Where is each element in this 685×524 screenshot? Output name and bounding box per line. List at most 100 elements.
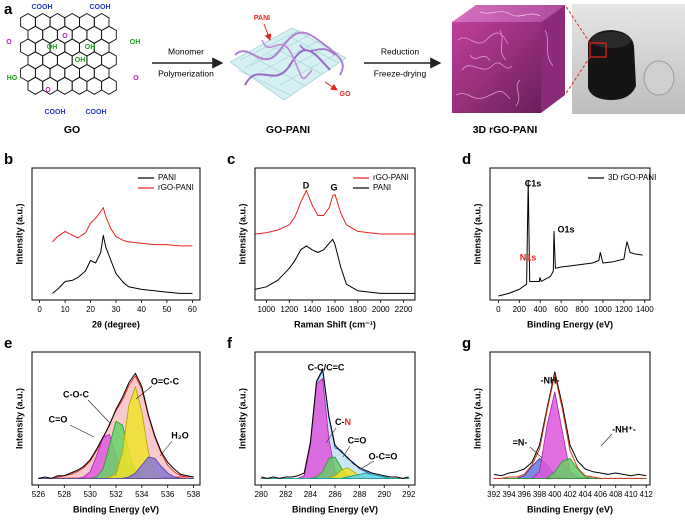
panel-label: d	[462, 151, 471, 168]
line	[255, 189, 415, 235]
x-tick-label: 536	[161, 490, 175, 499]
line	[261, 368, 409, 479]
component-label: C=O	[348, 435, 367, 445]
x-tick-label: 406	[594, 490, 608, 499]
x-tick-label: 526	[32, 490, 46, 499]
y-axis-label: Intensity (a.u.)	[237, 203, 247, 264]
legend-label: PANI	[373, 183, 391, 192]
x-tick-label: 284	[304, 490, 318, 499]
x-tick-label: 2000	[372, 305, 390, 314]
frame	[31, 351, 201, 486]
y-axis-label: Intensity (a.u.)	[472, 203, 482, 264]
x-tick-label: 412	[640, 490, 654, 499]
x-axis-label: Raman Shift (cm⁻¹)	[294, 319, 376, 329]
leader	[87, 399, 111, 424]
x-tick-label: 1800	[349, 305, 367, 314]
leader	[325, 427, 337, 444]
leader	[135, 385, 153, 400]
chem-group: HO	[7, 75, 18, 82]
chem-group: OH	[85, 44, 96, 51]
frame	[254, 167, 416, 301]
legend-label: rGO-PANI	[373, 173, 409, 182]
x-tick-label: 1200	[280, 305, 298, 314]
x-tick-label: 402	[563, 490, 577, 499]
x-tick-label: 286	[328, 490, 342, 499]
annotation: G	[330, 182, 337, 192]
x-tick-label: 20	[86, 305, 95, 314]
frame	[489, 351, 651, 486]
legend-label: PANI	[158, 173, 176, 182]
x-axis-label: Binding Energy (eV)	[73, 504, 159, 514]
panel-label: c	[227, 151, 235, 168]
x-tick-label: 30	[112, 305, 121, 314]
frame	[31, 167, 201, 301]
step-title: GO-PANI	[266, 124, 310, 136]
label-part: C-	[335, 417, 345, 427]
x-tick-label: 392	[487, 490, 501, 499]
x-tick-label: 288	[353, 490, 367, 499]
x-tick-label: 534	[135, 490, 149, 499]
chem-group: COOH	[32, 4, 53, 11]
chem-group: OH	[130, 39, 141, 46]
component-label: =N-	[513, 437, 528, 447]
leader	[342, 445, 351, 458]
annotation: O1s	[557, 224, 574, 234]
component-label: C=O	[49, 414, 68, 424]
frame	[254, 351, 416, 486]
x-tick-label: 394	[502, 490, 516, 499]
annotation: N1s	[520, 252, 537, 262]
x-tick-label: 1400	[303, 305, 321, 314]
plot	[498, 180, 643, 297]
chem-group: OH	[47, 44, 58, 51]
x-axis-label: Binding Energy (eV)	[292, 504, 378, 514]
x-tick-label: 400	[534, 305, 548, 314]
line	[38, 372, 194, 479]
x-tick-label: 1600	[326, 305, 344, 314]
step-title: GO	[64, 124, 80, 136]
x-axis-label: Binding Energy (eV)	[527, 504, 613, 514]
x-tick-label: 396	[518, 490, 532, 499]
annotation: D	[303, 180, 310, 190]
panel-label: a	[4, 1, 13, 18]
panel-label: b	[4, 151, 13, 168]
leader	[529, 446, 543, 459]
x-tick-label: 40	[137, 305, 146, 314]
x-axis-label: Binding Energy (eV)	[527, 319, 613, 329]
x-tick-label: 290	[378, 490, 392, 499]
x-tick-label: 408	[609, 490, 623, 499]
pointer	[324, 81, 338, 91]
x-tick-label: 400	[548, 490, 562, 499]
panel-label: f	[227, 335, 233, 352]
x-tick-label: 1000	[258, 305, 276, 314]
x-axis-label: 2θ (degree)	[92, 319, 140, 329]
component-label: O-C=O	[369, 451, 398, 461]
component-label: O=C-C	[151, 376, 180, 386]
plot	[255, 189, 415, 294]
x-tick-label: 532	[109, 490, 123, 499]
go-pani-sketch	[229, 27, 347, 101]
line	[52, 207, 193, 247]
ring	[71, 76, 88, 95]
panel-label: e	[4, 335, 12, 352]
step-title: 3D rGO-PANI	[473, 124, 538, 136]
x-tick-label: 1400	[636, 305, 654, 314]
area	[38, 456, 194, 479]
leader	[69, 424, 95, 438]
y-axis-label: Intensity (a.u.)	[14, 388, 24, 449]
component-label: -NH⁺-	[612, 424, 636, 434]
line	[498, 180, 643, 297]
y-axis-label: Intensity (a.u.)	[14, 203, 24, 264]
frame	[489, 167, 651, 301]
leader	[159, 440, 173, 457]
area	[493, 457, 647, 479]
line	[255, 238, 415, 294]
arrow-label: Reduction	[381, 46, 420, 56]
x-tick-label: 538	[187, 490, 201, 499]
plot	[260, 368, 410, 479]
leader	[361, 460, 375, 469]
x-tick-label: 292	[402, 490, 416, 499]
go-groups: COOH COOH O OH OH OH O OH HO O O COOH CO…	[6, 4, 140, 116]
x-tick-label: 0	[37, 305, 42, 314]
